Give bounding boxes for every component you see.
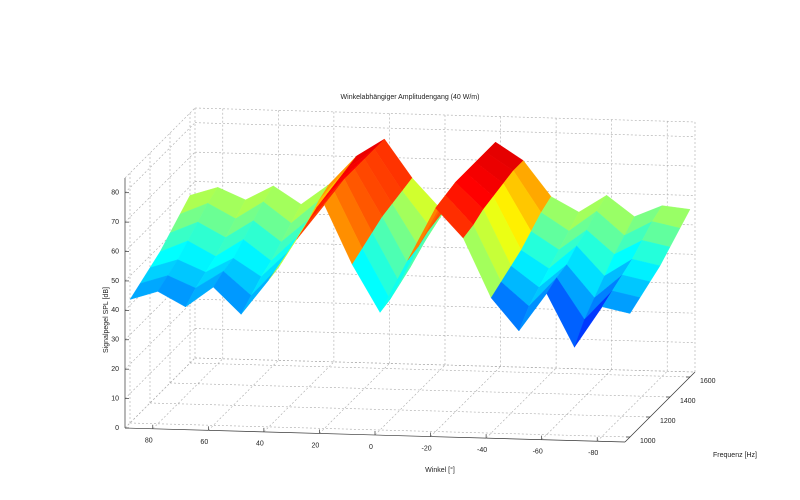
grid-line bbox=[124, 298, 196, 370]
z-tick-label: 0 bbox=[115, 425, 119, 432]
grid-line bbox=[485, 367, 557, 439]
x-tick-label: 60 bbox=[200, 439, 208, 446]
grid-line bbox=[124, 357, 196, 429]
chart-title: Winkelabhängiger Amplitudengang (40 W/m) bbox=[341, 94, 480, 101]
y-tick-label: 1400 bbox=[680, 398, 696, 405]
grid-line bbox=[169, 382, 671, 398]
y-tick-label: 1600 bbox=[700, 378, 716, 385]
z-axis-label: Signalpegel SPL [dB] bbox=[103, 287, 110, 353]
z-tick-label: 10 bbox=[111, 395, 119, 402]
grid-line bbox=[263, 361, 335, 433]
grid-line bbox=[189, 362, 691, 378]
grid-line bbox=[124, 269, 196, 340]
grid-line bbox=[208, 360, 279, 431]
x-tick-label: 40 bbox=[256, 441, 264, 448]
grid-line bbox=[597, 371, 668, 442]
z-tick-label: 70 bbox=[111, 219, 119, 226]
x-tick-label: 80 bbox=[145, 438, 153, 445]
y-axis-label: Frequenz [Hz] bbox=[713, 452, 757, 459]
grid-line bbox=[129, 422, 631, 438]
grid-line bbox=[194, 298, 696, 314]
grid-line bbox=[124, 151, 196, 223]
x-tick-label: -40 bbox=[477, 447, 487, 454]
z-tick-label: 40 bbox=[111, 307, 119, 314]
z-tick-label: 30 bbox=[111, 337, 119, 344]
z-tick-label: 80 bbox=[111, 190, 119, 197]
grid-line bbox=[149, 402, 651, 418]
box-edge bbox=[124, 107, 196, 179]
grid-line bbox=[124, 210, 196, 282]
grid-line bbox=[124, 181, 196, 252]
box-edge bbox=[624, 371, 696, 443]
grid-line bbox=[194, 122, 696, 138]
y-tick-label: 1200 bbox=[660, 418, 676, 425]
y-tick-label: 1000 bbox=[640, 438, 656, 445]
x-axis-label: Winkel [°] bbox=[425, 466, 455, 474]
grid-line bbox=[124, 122, 196, 193]
grid-line bbox=[152, 358, 223, 429]
x-tick-label: -20 bbox=[421, 445, 431, 452]
grid-line bbox=[319, 363, 390, 434]
surface-patch bbox=[601, 290, 641, 314]
grid-line bbox=[430, 366, 501, 437]
x-tick-label: -60 bbox=[533, 449, 543, 456]
x-tick-label: 20 bbox=[312, 442, 320, 449]
z-tick-label: 50 bbox=[111, 278, 119, 285]
z-tick-label: 20 bbox=[111, 366, 119, 373]
x-tick-label: -80 bbox=[588, 450, 598, 457]
grid-line bbox=[541, 369, 612, 440]
grid-line bbox=[124, 328, 196, 399]
z-tick-label: 60 bbox=[111, 248, 119, 255]
grid-line bbox=[374, 364, 446, 436]
x-tick-label: 0 bbox=[369, 444, 373, 451]
